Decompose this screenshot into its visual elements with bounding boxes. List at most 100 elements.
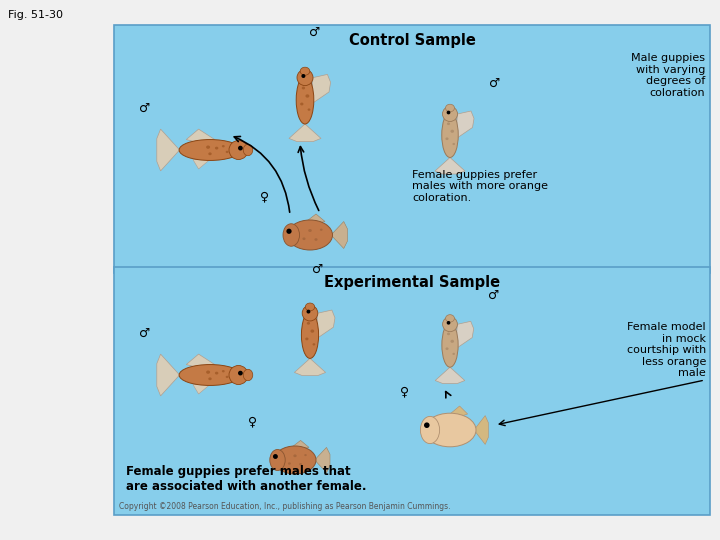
Text: Copyright ©2008 Pearson Education, Inc., publishing as Pearson Benjamin Cummings: Copyright ©2008 Pearson Education, Inc.,… xyxy=(119,502,451,511)
Text: ♂: ♂ xyxy=(488,288,500,301)
Ellipse shape xyxy=(296,76,314,124)
Text: ♀: ♀ xyxy=(400,386,410,399)
Text: ♂: ♂ xyxy=(140,327,150,340)
Ellipse shape xyxy=(446,137,449,140)
Ellipse shape xyxy=(424,413,476,447)
Ellipse shape xyxy=(315,238,318,241)
Ellipse shape xyxy=(310,329,314,333)
Ellipse shape xyxy=(238,371,243,375)
Polygon shape xyxy=(186,129,215,144)
Ellipse shape xyxy=(446,347,449,350)
Text: Fig. 51-30: Fig. 51-30 xyxy=(8,10,63,20)
Bar xyxy=(114,25,710,273)
Text: ♂: ♂ xyxy=(140,102,150,114)
Polygon shape xyxy=(289,124,321,141)
Ellipse shape xyxy=(305,454,307,456)
Text: ♂: ♂ xyxy=(310,25,320,38)
Text: Male guppies
with varying
degrees of
coloration: Male guppies with varying degrees of col… xyxy=(631,53,705,98)
Ellipse shape xyxy=(299,463,302,465)
Ellipse shape xyxy=(206,370,210,374)
Ellipse shape xyxy=(307,322,310,325)
Ellipse shape xyxy=(287,228,292,234)
Ellipse shape xyxy=(451,130,454,133)
Ellipse shape xyxy=(308,229,312,232)
Ellipse shape xyxy=(452,143,455,145)
Polygon shape xyxy=(435,158,465,174)
Ellipse shape xyxy=(179,364,241,386)
Ellipse shape xyxy=(447,123,450,125)
Text: Female model
in mock
courtship with
less orange
male: Female model in mock courtship with less… xyxy=(626,322,706,379)
Polygon shape xyxy=(294,359,325,375)
Ellipse shape xyxy=(320,228,323,231)
Ellipse shape xyxy=(307,109,310,111)
Polygon shape xyxy=(193,159,210,169)
Ellipse shape xyxy=(302,312,318,359)
Polygon shape xyxy=(186,354,215,369)
Ellipse shape xyxy=(300,103,304,105)
Ellipse shape xyxy=(452,353,455,355)
Ellipse shape xyxy=(243,369,253,381)
Ellipse shape xyxy=(442,112,458,158)
Ellipse shape xyxy=(179,139,241,160)
Polygon shape xyxy=(292,441,309,449)
Ellipse shape xyxy=(208,377,212,380)
Ellipse shape xyxy=(243,144,253,156)
Text: Control Sample: Control Sample xyxy=(348,33,475,48)
Polygon shape xyxy=(456,111,474,139)
Ellipse shape xyxy=(293,454,297,457)
Ellipse shape xyxy=(302,305,318,321)
Text: Experimental Sample: Experimental Sample xyxy=(324,275,500,290)
Ellipse shape xyxy=(446,104,454,112)
Polygon shape xyxy=(316,310,335,339)
Ellipse shape xyxy=(446,321,451,325)
Text: ♀: ♀ xyxy=(261,191,269,204)
Ellipse shape xyxy=(238,146,243,151)
Polygon shape xyxy=(435,367,465,383)
Ellipse shape xyxy=(305,338,308,340)
Ellipse shape xyxy=(208,152,212,155)
Ellipse shape xyxy=(305,94,310,98)
Ellipse shape xyxy=(420,416,440,443)
Ellipse shape xyxy=(273,454,278,459)
Polygon shape xyxy=(311,75,330,104)
Ellipse shape xyxy=(283,224,300,246)
Text: Female guppies prefer
males with more orange
coloration.: Female guppies prefer males with more or… xyxy=(412,170,548,203)
Polygon shape xyxy=(456,321,474,349)
Ellipse shape xyxy=(229,366,248,384)
Ellipse shape xyxy=(442,323,458,367)
Ellipse shape xyxy=(302,238,305,240)
Polygon shape xyxy=(450,406,467,417)
Ellipse shape xyxy=(447,333,450,335)
Ellipse shape xyxy=(424,422,430,428)
Polygon shape xyxy=(306,214,325,224)
Ellipse shape xyxy=(270,449,285,470)
Bar xyxy=(114,267,710,515)
Ellipse shape xyxy=(451,340,454,343)
Polygon shape xyxy=(157,354,179,396)
Ellipse shape xyxy=(300,67,310,75)
Text: ♀: ♀ xyxy=(248,415,258,429)
Ellipse shape xyxy=(443,106,457,122)
Ellipse shape xyxy=(446,315,454,322)
Ellipse shape xyxy=(206,145,210,149)
Ellipse shape xyxy=(222,145,225,147)
Polygon shape xyxy=(474,416,488,444)
Polygon shape xyxy=(315,448,330,472)
Ellipse shape xyxy=(229,140,248,159)
Ellipse shape xyxy=(225,376,228,378)
Ellipse shape xyxy=(274,446,316,474)
Ellipse shape xyxy=(305,303,315,311)
Ellipse shape xyxy=(312,343,315,346)
Polygon shape xyxy=(157,129,179,171)
Text: Female guppies prefer males that
are associated with another female.: Female guppies prefer males that are ass… xyxy=(126,465,366,493)
Polygon shape xyxy=(193,384,210,394)
Ellipse shape xyxy=(443,317,457,332)
Ellipse shape xyxy=(215,147,218,150)
Text: ♂: ♂ xyxy=(490,77,500,90)
Ellipse shape xyxy=(287,220,333,250)
Text: ♂: ♂ xyxy=(312,262,323,275)
Ellipse shape xyxy=(302,74,305,78)
Ellipse shape xyxy=(288,462,291,465)
Ellipse shape xyxy=(302,86,305,90)
Ellipse shape xyxy=(446,111,451,114)
